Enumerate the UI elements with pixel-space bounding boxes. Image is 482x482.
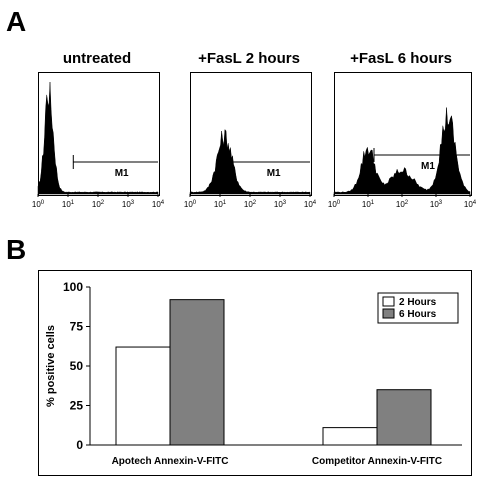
histogram-title-untreated: untreated <box>62 50 132 67</box>
histogram-2-xtick-label-1: 101 <box>214 200 227 209</box>
m1-label-3: M1 <box>421 161 435 172</box>
bar-ytick-label-25: 25 <box>70 399 84 413</box>
legend-label-6-hours: 6 Hours <box>399 309 437 320</box>
legend-swatch-6-hours <box>382 308 395 319</box>
histogram-3-xtick-label-4: 104 <box>464 200 477 209</box>
histogram-1-xtick-label-4: 104 <box>152 200 165 209</box>
bar-ytick-label-50: 50 <box>70 359 84 373</box>
histogram-2-xtick-label-0: 100 <box>184 200 197 209</box>
histogram-3-xtick-label-1: 101 <box>362 200 375 209</box>
histogram-3-xtick-label-3: 103 <box>430 200 443 209</box>
histogram-fill-3 <box>333 107 471 195</box>
bar-ytick-label-0: 0 <box>76 438 83 452</box>
legend-swatch-2-hours <box>382 296 395 307</box>
bar-2-2-hours <box>322 427 378 446</box>
histogram-2-xtick-label-4: 104 <box>304 200 317 209</box>
bar-category-label-1: Apotech Annexin-V-FITC <box>112 456 229 467</box>
histogram-1-xtick-label-3: 103 <box>122 200 135 209</box>
bar-2-6-hours <box>376 389 432 446</box>
bar-ytick-label-75: 75 <box>70 320 84 334</box>
bar-1-6-hours <box>169 299 225 446</box>
histogram-1-xtick-label-2: 102 <box>92 200 105 209</box>
histogram-fill-2 <box>189 128 311 195</box>
m1-label-1: M1 <box>115 168 129 179</box>
legend-label-2-hours: 2 Hours <box>399 297 437 308</box>
bar-y-axis-label: % positive cells <box>45 325 57 407</box>
panel-label-a: A <box>6 6 27 37</box>
histogram-2-xtick-label-3: 103 <box>274 200 287 209</box>
m1-label-2: M1 <box>267 168 281 179</box>
histogram-1-xtick-label-1: 101 <box>62 200 75 209</box>
panel-label-b: B <box>6 234 27 265</box>
histogram-title-fasl-6h: +FasL 6 hours <box>350 50 452 67</box>
histogram-plot-fasl-2h <box>190 72 312 196</box>
bar-1-2-hours <box>115 346 171 446</box>
bar-category-label-2: Competitor Annexin-V-FITC <box>312 456 442 467</box>
histogram-plot-untreated <box>38 72 160 196</box>
histogram-3-xtick-label-0: 100 <box>328 200 341 209</box>
histogram-1-xtick-label-0: 100 <box>32 200 45 209</box>
bar-ytick-label-100: 100 <box>63 280 83 294</box>
histogram-fill-1 <box>37 81 159 195</box>
histogram-title-fasl-2h: +FasL 2 hours <box>198 50 300 67</box>
histogram-3-xtick-label-2: 102 <box>396 200 409 209</box>
histogram-2-xtick-label-2: 102 <box>244 200 257 209</box>
